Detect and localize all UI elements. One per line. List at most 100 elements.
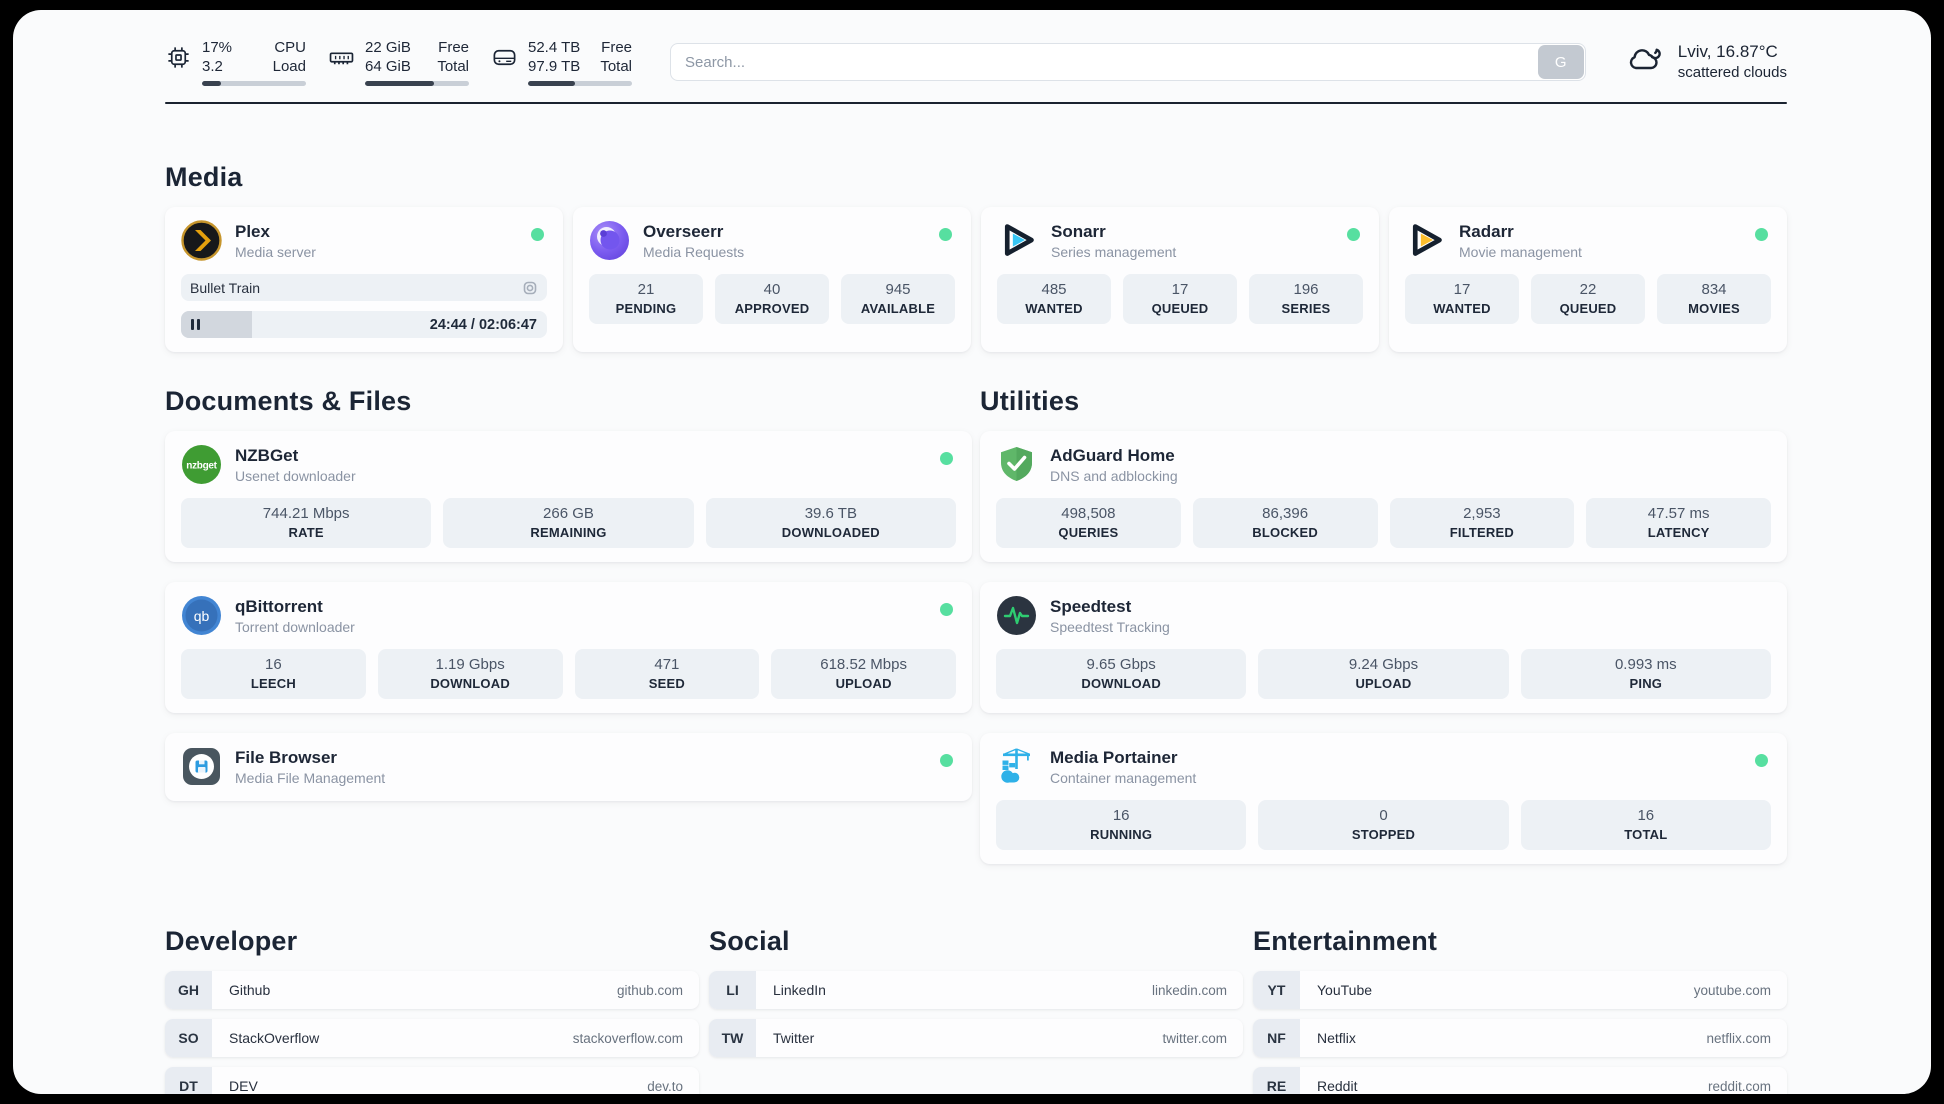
link-row-reddit[interactable]: RE Reddit reddit.com [1253,1067,1787,1094]
search-engine-button[interactable]: G [1537,45,1584,79]
stat-tile: 21 PENDING [589,274,703,324]
link-row-youtube[interactable]: YT YouTube youtube.com [1253,971,1787,1009]
stat-tile: 47.57 ms LATENCY [1586,498,1771,548]
filebrowser-icon [181,746,222,787]
link-name: DEV [229,1078,258,1094]
link-name: YouTube [1317,982,1373,998]
svg-text:qb: qb [194,608,210,624]
ram-progress-bar [365,81,469,86]
playback-time: 24:44 / 02:06:47 [429,316,537,333]
link-url: reddit.com [1707,1078,1771,1094]
weather-location: Lviv, 16.87°C [1677,42,1778,61]
ram-total: 64 GiB [365,58,411,75]
app-card-qbittorrent[interactable]: qb qBittorrent Torrent downloader 16 LEEC… [165,582,972,713]
link-url: twitter.com [1162,1030,1227,1046]
app-card-adguard[interactable]: AdGuard Home DNS and adblocking 498,508 Q… [980,431,1787,562]
app-subtitle: Torrent downloader [235,618,355,635]
stat-tile: 40 APPROVED [715,274,829,324]
cpu-usage-widget: 17% 3.2 CPU Load [165,38,306,86]
link-name: LinkedIn [773,982,826,998]
disk-total: 97.9 TB [528,58,581,75]
stat-tile: 16 RUNNING [996,800,1247,850]
stat-tile: 0.993 ms PING [1520,649,1771,699]
header: 17% 3.2 CPU Load [165,38,1787,86]
overseerr-icon [589,220,630,261]
stat-tile: 9.24 Gbps UPLOAD [1258,649,1509,699]
stat-tile: 86,396 BLOCKED [1192,498,1378,548]
app-subtitle: Media File Management [235,769,386,786]
status-dot [939,228,952,241]
stat-tile: 618.52 Mbps UPLOAD [771,649,956,699]
status-dot [940,452,953,465]
stat-tile: 1.19 Gbps DOWNLOAD [377,649,563,699]
link-url: dev.to [647,1078,683,1094]
search-input[interactable] [670,43,1586,81]
app-title: Speedtest [1050,596,1132,616]
cpu-label-1: CPU [274,39,306,56]
now-playing-title: Bullet Train [190,279,261,296]
radarr-icon [1405,220,1446,261]
status-dot [940,754,953,767]
link-row-linkedin[interactable]: LI LinkedIn linkedin.com [709,971,1243,1009]
stat-tile: 22 QUEUED [1531,274,1645,324]
app-title: Overseerr [643,221,724,241]
playback-progress-row[interactable]: 24:44 / 02:06:47 [181,311,547,338]
app-card-plex[interactable]: Plex Media server Bullet Train [165,207,563,352]
app-title: Sonarr [1051,221,1106,241]
section-title-social: Social [709,926,790,956]
weather-widget: Lviv, 16.87°C scattered clouds [1626,41,1787,83]
disk-free: 52.4 TB [528,39,581,56]
app-card-nzbget[interactable]: nzbget NZBGet Usenet downloader 744.21 M… [165,431,972,562]
ram-icon [329,52,354,65]
stat-tile: 744.21 Mbps RATE [181,498,432,548]
status-dot [1347,228,1360,241]
cloud-icon [1629,48,1661,70]
app-card-sonarr[interactable]: Sonarr Series management 485 WANTED 17 QUE… [981,207,1379,352]
app-title: Plex [235,221,270,241]
dashboard-page: 17% 3.2 CPU Load [13,10,1931,1094]
now-playing-detail-icon[interactable] [522,280,538,296]
app-subtitle: Container management [1050,769,1197,786]
app-card-radarr[interactable]: Radarr Movie management 17 WANTED 22 QUEUE… [1389,207,1787,352]
link-row-github[interactable]: GH Github github.com [165,971,699,1009]
section-title-developer: Developer [165,926,298,956]
link-name: Github [229,982,271,998]
ram-label-2: Total [437,58,469,75]
link-row-stackoverflow[interactable]: SO StackOverflow stackoverflow.com [165,1019,699,1057]
link-row-dev[interactable]: DT DEV dev.to [165,1067,699,1094]
app-subtitle: Media Requests [643,243,745,260]
link-row-netflix[interactable]: NF Netflix netflix.com [1253,1019,1787,1057]
link-name: Twitter [773,1030,815,1046]
section-title-documents: Documents & Files [165,386,412,416]
stat-tile: 39.6 TB DOWNLOADED [705,498,956,548]
cpu-icon [168,47,189,68]
link-url: linkedin.com [1151,982,1227,998]
app-card-overseerr[interactable]: Overseerr Media Requests 21 PENDING 40 APP… [573,207,971,352]
app-title: Media Portainer [1050,747,1178,767]
ram-free: 22 GiB [365,39,411,56]
stat-tile: 17 QUEUED [1123,274,1237,324]
disk-label-2: Total [600,58,632,75]
nzbget-icon: nzbget [181,444,222,485]
stat-tile: 17 WANTED [1405,274,1519,324]
app-card-portainer[interactable]: Media Portainer Container management 16 R… [980,733,1787,864]
search-bar: G [670,43,1586,81]
stat-tile: 834 MOVIES [1657,274,1771,324]
app-subtitle: DNS and adblocking [1050,467,1178,484]
stat-tile: 498,508 QUERIES [996,498,1181,548]
link-row-twitter[interactable]: TW Twitter twitter.com [709,1019,1243,1057]
link-abbr: YT [1253,971,1300,1009]
app-subtitle: Usenet downloader [235,467,356,484]
app-card-speedtest[interactable]: Speedtest Speedtest Tracking 9.65 Gbps DO… [980,582,1787,713]
now-playing-row[interactable]: Bullet Train [181,274,547,301]
app-subtitle: Speedtest Tracking [1050,618,1170,635]
stat-tile: 485 WANTED [997,274,1111,324]
app-card-filebrowser[interactable]: File Browser Media File Management [165,733,972,801]
adguard-icon [996,444,1037,485]
pause-icon[interactable] [191,319,200,330]
stat-tile: 16 TOTAL [1520,800,1771,850]
section-title-media: Media [165,162,243,192]
app-title: File Browser [235,747,338,767]
link-abbr: SO [165,1019,212,1057]
sonarr-icon [997,220,1038,261]
